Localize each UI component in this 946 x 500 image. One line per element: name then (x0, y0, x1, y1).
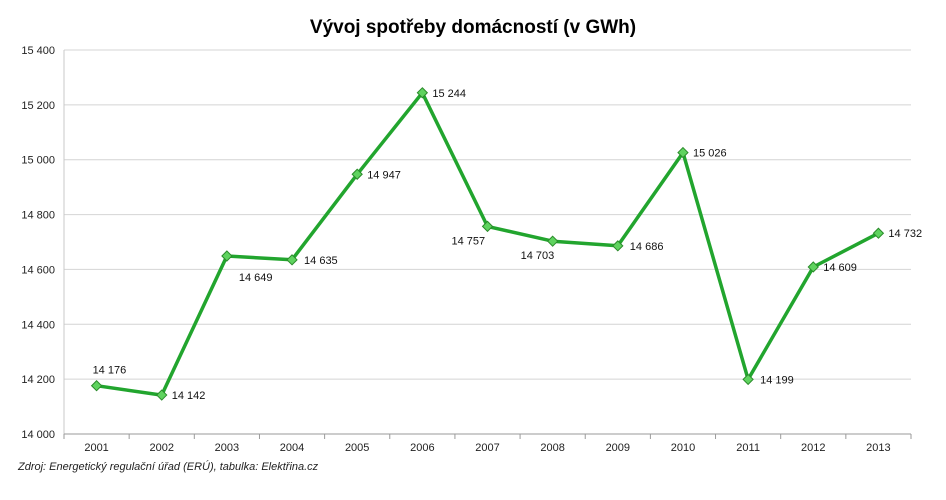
x-tick-label: 2010 (671, 442, 695, 454)
data-point-marker (481, 220, 494, 233)
x-tick-label: 2002 (149, 442, 173, 454)
y-tick-label: 14 400 (21, 319, 55, 331)
data-label: 15 026 (693, 148, 727, 160)
data-point-marker (90, 380, 103, 392)
data-point-marker (156, 389, 168, 401)
y-tick-label: 14 200 (21, 374, 55, 386)
x-tick-label: 2013 (866, 442, 890, 454)
x-tick-label: 2001 (84, 442, 108, 454)
data-label: 14 176 (93, 365, 127, 377)
data-label: 14 947 (367, 169, 401, 181)
data-labels: 14 176 14 142 14 649 14 635 14 947 15 244 14 7… (93, 88, 923, 402)
y-tick-label: 14 800 (21, 210, 55, 222)
x-tick-label: 2008 (540, 442, 564, 454)
data-point-marker (807, 261, 819, 273)
data-point-marker (221, 250, 233, 262)
y-axis-ticks: 14 000 14 200 14 400 14 600 14 800 15 000 15 2… (21, 45, 55, 441)
data-label: 14 649 (239, 272, 273, 284)
data-point-marker (286, 254, 298, 266)
series-line (94, 91, 881, 397)
source-note: Zdroj: Energetický regulační úřad (ERÚ),… (18, 461, 319, 473)
data-point-marker (612, 240, 624, 252)
data-point-marker (742, 373, 754, 386)
data-label: 15 244 (432, 88, 466, 100)
y-tick-label: 14 000 (21, 429, 55, 441)
data-label: 14 609 (823, 262, 857, 274)
data-label: 14 732 (888, 228, 922, 240)
data-label: 14 142 (172, 390, 206, 402)
x-tick-label: 2011 (736, 442, 760, 454)
y-tick-label: 14 600 (21, 264, 55, 276)
x-axis-ticks: 2001 2002 2003 2004 2005 2006 2007 2008 2009 2010… (63, 434, 912, 454)
data-point-marker (872, 227, 885, 239)
x-tick-label: 2003 (215, 442, 239, 454)
x-tick-label: 2004 (280, 442, 304, 454)
grid-lines (63, 49, 911, 435)
x-tick-label: 2012 (801, 442, 825, 454)
series-line-group (94, 91, 881, 397)
data-label: 14 199 (760, 374, 794, 386)
data-point-marker (351, 168, 363, 180)
x-tick-label: 2009 (606, 442, 630, 454)
y-tick-label: 15 400 (21, 45, 55, 57)
data-point-marker (546, 235, 559, 247)
data-label: 14 703 (521, 250, 555, 262)
data-markers (90, 87, 885, 401)
x-tick-label: 2007 (475, 442, 499, 454)
data-point-marker (677, 146, 689, 159)
x-tick-label: 2005 (345, 442, 369, 454)
data-label: 14 635 (304, 255, 338, 267)
data-point-marker (416, 87, 429, 99)
data-label: 14 757 (452, 235, 486, 247)
y-tick-label: 15 200 (21, 100, 55, 112)
y-tick-label: 15 000 (21, 155, 55, 167)
chart-title: Vývoj spotřeby domácností (v GWh) (310, 17, 636, 38)
x-tick-label: 2006 (410, 442, 434, 454)
data-label: 14 686 (630, 241, 664, 253)
